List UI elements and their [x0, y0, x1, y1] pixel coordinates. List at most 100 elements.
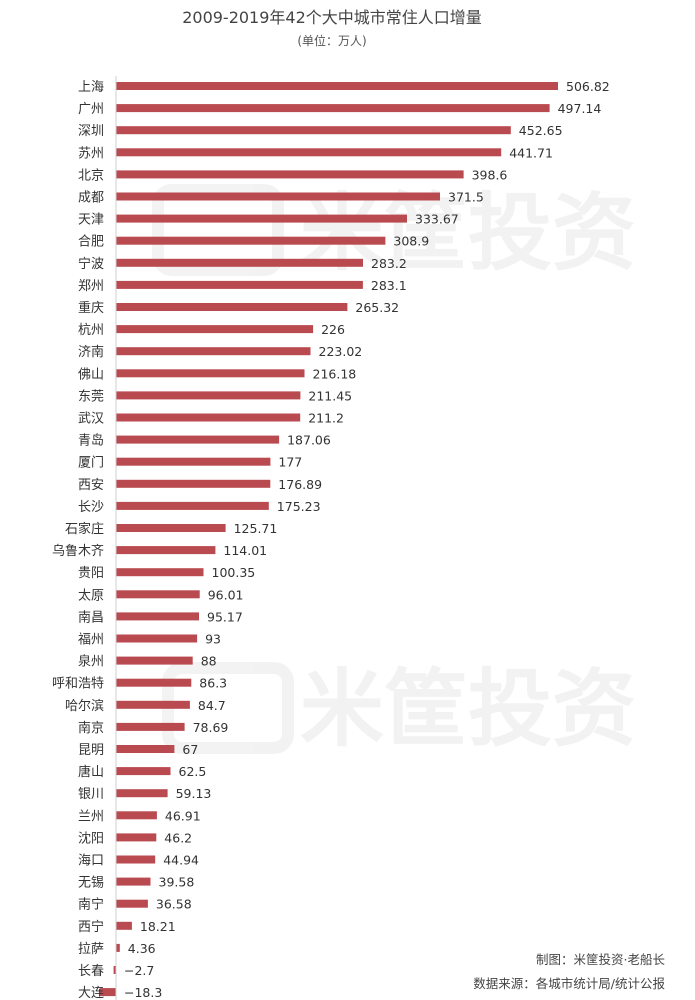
bar-重庆 [116, 303, 348, 311]
watermark-group: 米筐投资 米筐投资 [152, 184, 636, 758]
bar-青岛 [116, 435, 280, 444]
bar-郑州 [116, 280, 363, 289]
bars-group [100, 82, 558, 997]
bar-沈阳 [116, 833, 157, 842]
category-label: 哈尔滨 [65, 698, 104, 714]
category-label: 西安 [78, 478, 104, 493]
category-label: 东莞 [78, 389, 104, 404]
bar-石家庄 [116, 524, 226, 532]
category-label: 南宁 [78, 897, 104, 913]
value-label: 84.7 [198, 698, 226, 713]
category-label: 长沙 [78, 500, 104, 515]
value-label: 506.82 [566, 79, 610, 94]
category-label: 佛山 [78, 367, 104, 382]
bar-上海 [116, 82, 558, 90]
bar-西宁 [116, 921, 132, 930]
value-label: 441.71 [509, 145, 553, 160]
bar-南昌 [116, 612, 199, 621]
category-label: 重庆 [78, 300, 104, 316]
bar-宁波 [116, 258, 363, 267]
category-label: 银川 [78, 787, 104, 802]
value-label: 216.18 [313, 366, 357, 381]
category-label: 郑州 [78, 279, 104, 294]
bar-济南 [116, 347, 311, 356]
value-label: 93 [205, 632, 221, 647]
value-label: 62.5 [179, 764, 207, 779]
bar-厦门 [116, 457, 271, 466]
bar-北京 [116, 170, 464, 179]
category-label: 兰州 [78, 809, 104, 824]
value-label: 44.94 [163, 853, 199, 868]
category-label: 无锡 [78, 876, 104, 891]
value-label: 371.5 [448, 190, 484, 205]
value-label: 100.35 [212, 565, 256, 580]
value-label: 497.14 [558, 101, 602, 116]
category-label: 长春 [78, 964, 104, 979]
value-label: 398.6 [472, 167, 508, 182]
bar-长沙 [116, 501, 269, 510]
category-label: 大连 [78, 985, 104, 1000]
category-label: 太原 [78, 588, 104, 603]
category-label: 沈阳 [78, 831, 104, 846]
value-label: 333.67 [415, 212, 459, 227]
category-label: 拉萨 [78, 942, 104, 957]
bar-福州 [116, 634, 198, 643]
value-label: 211.2 [308, 411, 344, 426]
chart-maker-credit: 制图：米筐投资·老船长 [536, 952, 665, 967]
value-label: 265.32 [355, 300, 399, 315]
value-label: 36.58 [156, 897, 192, 912]
category-label: 济南 [78, 344, 104, 360]
category-label: 合肥 [78, 235, 104, 250]
value-label: 125.71 [234, 521, 278, 536]
value-label: 18.21 [140, 919, 176, 934]
bar-乌鲁木齐 [116, 546, 216, 555]
category-label: 贵阳 [78, 566, 104, 581]
bar-银川 [116, 789, 168, 798]
value-label: 114.01 [223, 543, 267, 558]
watermark-text-lower: 米筐投资 [300, 660, 636, 758]
bar-合肥 [116, 236, 386, 245]
bar-贵阳 [116, 568, 204, 577]
category-label: 南京 [78, 720, 104, 736]
bar-哈尔滨 [116, 700, 190, 709]
bar-杭州 [116, 325, 314, 334]
value-label: −2.7 [124, 963, 154, 978]
bar-呼和浩特 [116, 678, 192, 687]
bar-无锡 [116, 877, 151, 886]
bar-太原 [116, 590, 200, 599]
category-label: 宁波 [78, 256, 104, 272]
bar-长春 [113, 966, 116, 974]
value-label: 175.23 [277, 499, 321, 514]
category-label: 苏州 [78, 145, 104, 161]
bar-泉州 [116, 656, 193, 665]
value-label: 452.65 [519, 123, 563, 138]
bar-兰州 [116, 811, 157, 820]
value-label: 88 [201, 654, 217, 669]
value-label: 95.17 [207, 609, 243, 624]
value-label: 223.02 [319, 344, 363, 359]
value-label: 226 [321, 322, 345, 337]
category-label: 南昌 [78, 609, 104, 625]
bar-成都 [116, 192, 440, 201]
bar-深圳 [116, 126, 511, 135]
bar-广州 [116, 104, 550, 113]
data-source-credit: 数据来源：各城市统计局/统计公报 [473, 976, 665, 991]
value-label: 96.01 [208, 587, 244, 602]
category-label: 海口 [78, 854, 104, 869]
category-labels-group: 上海广州深圳苏州北京成都天津合肥宁波郑州重庆杭州济南佛山东莞武汉青岛厦门西安长沙… [52, 80, 104, 1000]
value-label: 59.13 [176, 786, 212, 801]
bar-南宁 [116, 899, 148, 908]
value-label: 211.45 [308, 388, 352, 403]
value-label: 78.69 [193, 720, 229, 735]
value-label: 46.2 [164, 830, 192, 845]
value-label: 39.58 [159, 875, 195, 890]
category-label: 昆明 [78, 743, 104, 758]
category-label: 成都 [78, 191, 104, 206]
bar-大连 [100, 988, 116, 997]
value-label: 86.3 [199, 676, 227, 691]
bar-佛山 [116, 369, 305, 378]
bar-拉萨 [116, 943, 120, 952]
category-label: 武汉 [78, 412, 104, 427]
bar-海口 [116, 855, 156, 864]
value-label: 283.2 [371, 256, 407, 271]
